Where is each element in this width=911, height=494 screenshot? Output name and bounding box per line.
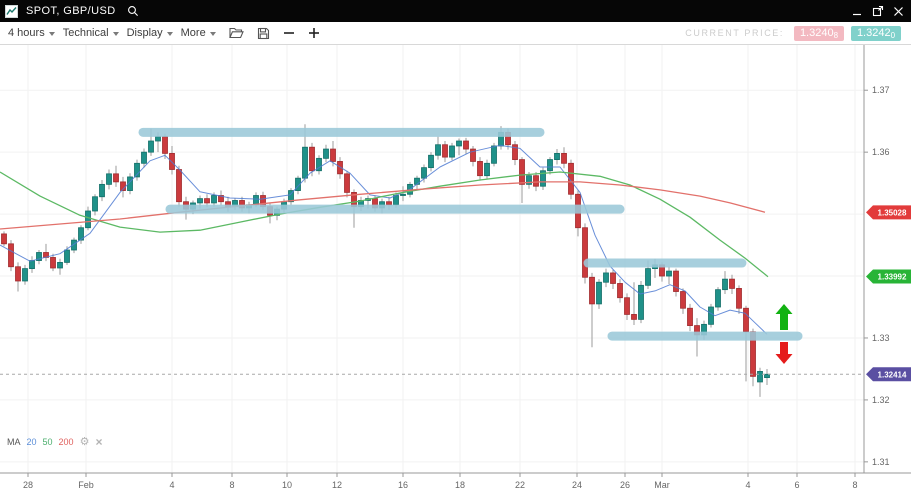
price-chart[interactable]: 28 Feb 4 8 10 12 16 18 22 24 26 Mar 4 6 8 1.37 1.36 1.33 1… xyxy=(0,45,911,494)
ma-indicator-legend: MA 20 50 200 ⚙ × xyxy=(7,436,102,448)
svg-text:12: 12 xyxy=(332,480,342,490)
more-label: More xyxy=(180,27,206,39)
svg-text:8: 8 xyxy=(229,480,234,490)
chevron-down-icon xyxy=(48,31,55,36)
zoom-out-button[interactable] xyxy=(283,27,295,39)
current-price-group: CURRENT PRICE: 1.3240 8 1.3242 0 xyxy=(685,25,911,41)
svg-text:24: 24 xyxy=(572,480,582,490)
title-bar: SPOT, GBP/USD xyxy=(0,0,911,22)
svg-text:4: 4 xyxy=(169,480,174,490)
ma-remove-icon[interactable]: × xyxy=(95,435,103,449)
bid-price-badge: 1.3240 8 xyxy=(794,25,844,41)
svg-text:10: 10 xyxy=(282,480,292,490)
zoom-in-button[interactable] xyxy=(308,27,320,39)
svg-text:4: 4 xyxy=(745,480,750,490)
bid-pip-digit: 8 xyxy=(833,30,839,40)
svg-text:8: 8 xyxy=(852,480,857,490)
ma-period-20: 20 xyxy=(26,437,37,447)
ma-legend-label: MA xyxy=(7,437,21,447)
ask-pip-digit: 0 xyxy=(890,30,896,40)
svg-text:1.33992: 1.33992 xyxy=(878,273,907,282)
svg-text:1.33: 1.33 xyxy=(872,333,890,343)
save-icon[interactable] xyxy=(257,27,270,40)
search-icon[interactable] xyxy=(127,5,139,17)
svg-text:6: 6 xyxy=(794,480,799,490)
ma-period-50: 50 xyxy=(42,437,53,447)
minimize-button[interactable] xyxy=(852,6,863,17)
svg-text:1.32414: 1.32414 xyxy=(878,370,907,379)
chart-toolbar: 4 hours Technical Display More xyxy=(0,22,911,45)
svg-text:1.35028: 1.35028 xyxy=(878,208,907,217)
ask-price-badge: 1.3242 0 xyxy=(851,25,901,41)
chevron-down-icon xyxy=(112,31,119,36)
open-folder-icon[interactable] xyxy=(228,27,244,39)
svg-text:1.31: 1.31 xyxy=(872,457,890,467)
display-dropdown[interactable]: Display xyxy=(127,27,173,39)
timeframe-label: 4 hours xyxy=(8,27,45,39)
app-logo-icon xyxy=(5,4,18,18)
svg-text:22: 22 xyxy=(515,480,525,490)
svg-text:1.32: 1.32 xyxy=(872,395,890,405)
popout-button[interactable] xyxy=(872,5,884,17)
candlestick-chart-canvas[interactable]: 28 Feb 4 8 10 12 16 18 22 24 26 Mar 4 6 8 1.37 1.36 1.33 1… xyxy=(0,45,911,494)
timeframe-dropdown[interactable]: 4 hours xyxy=(8,27,55,39)
svg-text:Mar: Mar xyxy=(654,480,670,490)
technical-dropdown[interactable]: Technical xyxy=(63,27,119,39)
more-dropdown[interactable]: More xyxy=(181,27,216,39)
window-controls xyxy=(852,5,904,17)
svg-text:26: 26 xyxy=(620,480,630,490)
svg-text:1.37: 1.37 xyxy=(872,85,890,95)
display-label: Display xyxy=(126,27,163,39)
current-price-label: CURRENT PRICE: xyxy=(685,28,784,38)
ma-period-200: 200 xyxy=(58,437,74,447)
window-title: SPOT, GBP/USD xyxy=(26,5,116,17)
svg-text:28: 28 xyxy=(23,480,33,490)
svg-text:16: 16 xyxy=(398,480,408,490)
chevron-down-icon xyxy=(166,31,173,36)
ma-settings-gear-icon[interactable]: ⚙ xyxy=(79,435,90,448)
close-button[interactable] xyxy=(893,6,904,17)
technical-label: Technical xyxy=(62,27,109,39)
svg-text:Feb: Feb xyxy=(78,480,94,490)
svg-text:18: 18 xyxy=(455,480,465,490)
chevron-down-icon xyxy=(209,31,216,36)
svg-text:1.36: 1.36 xyxy=(872,147,890,157)
